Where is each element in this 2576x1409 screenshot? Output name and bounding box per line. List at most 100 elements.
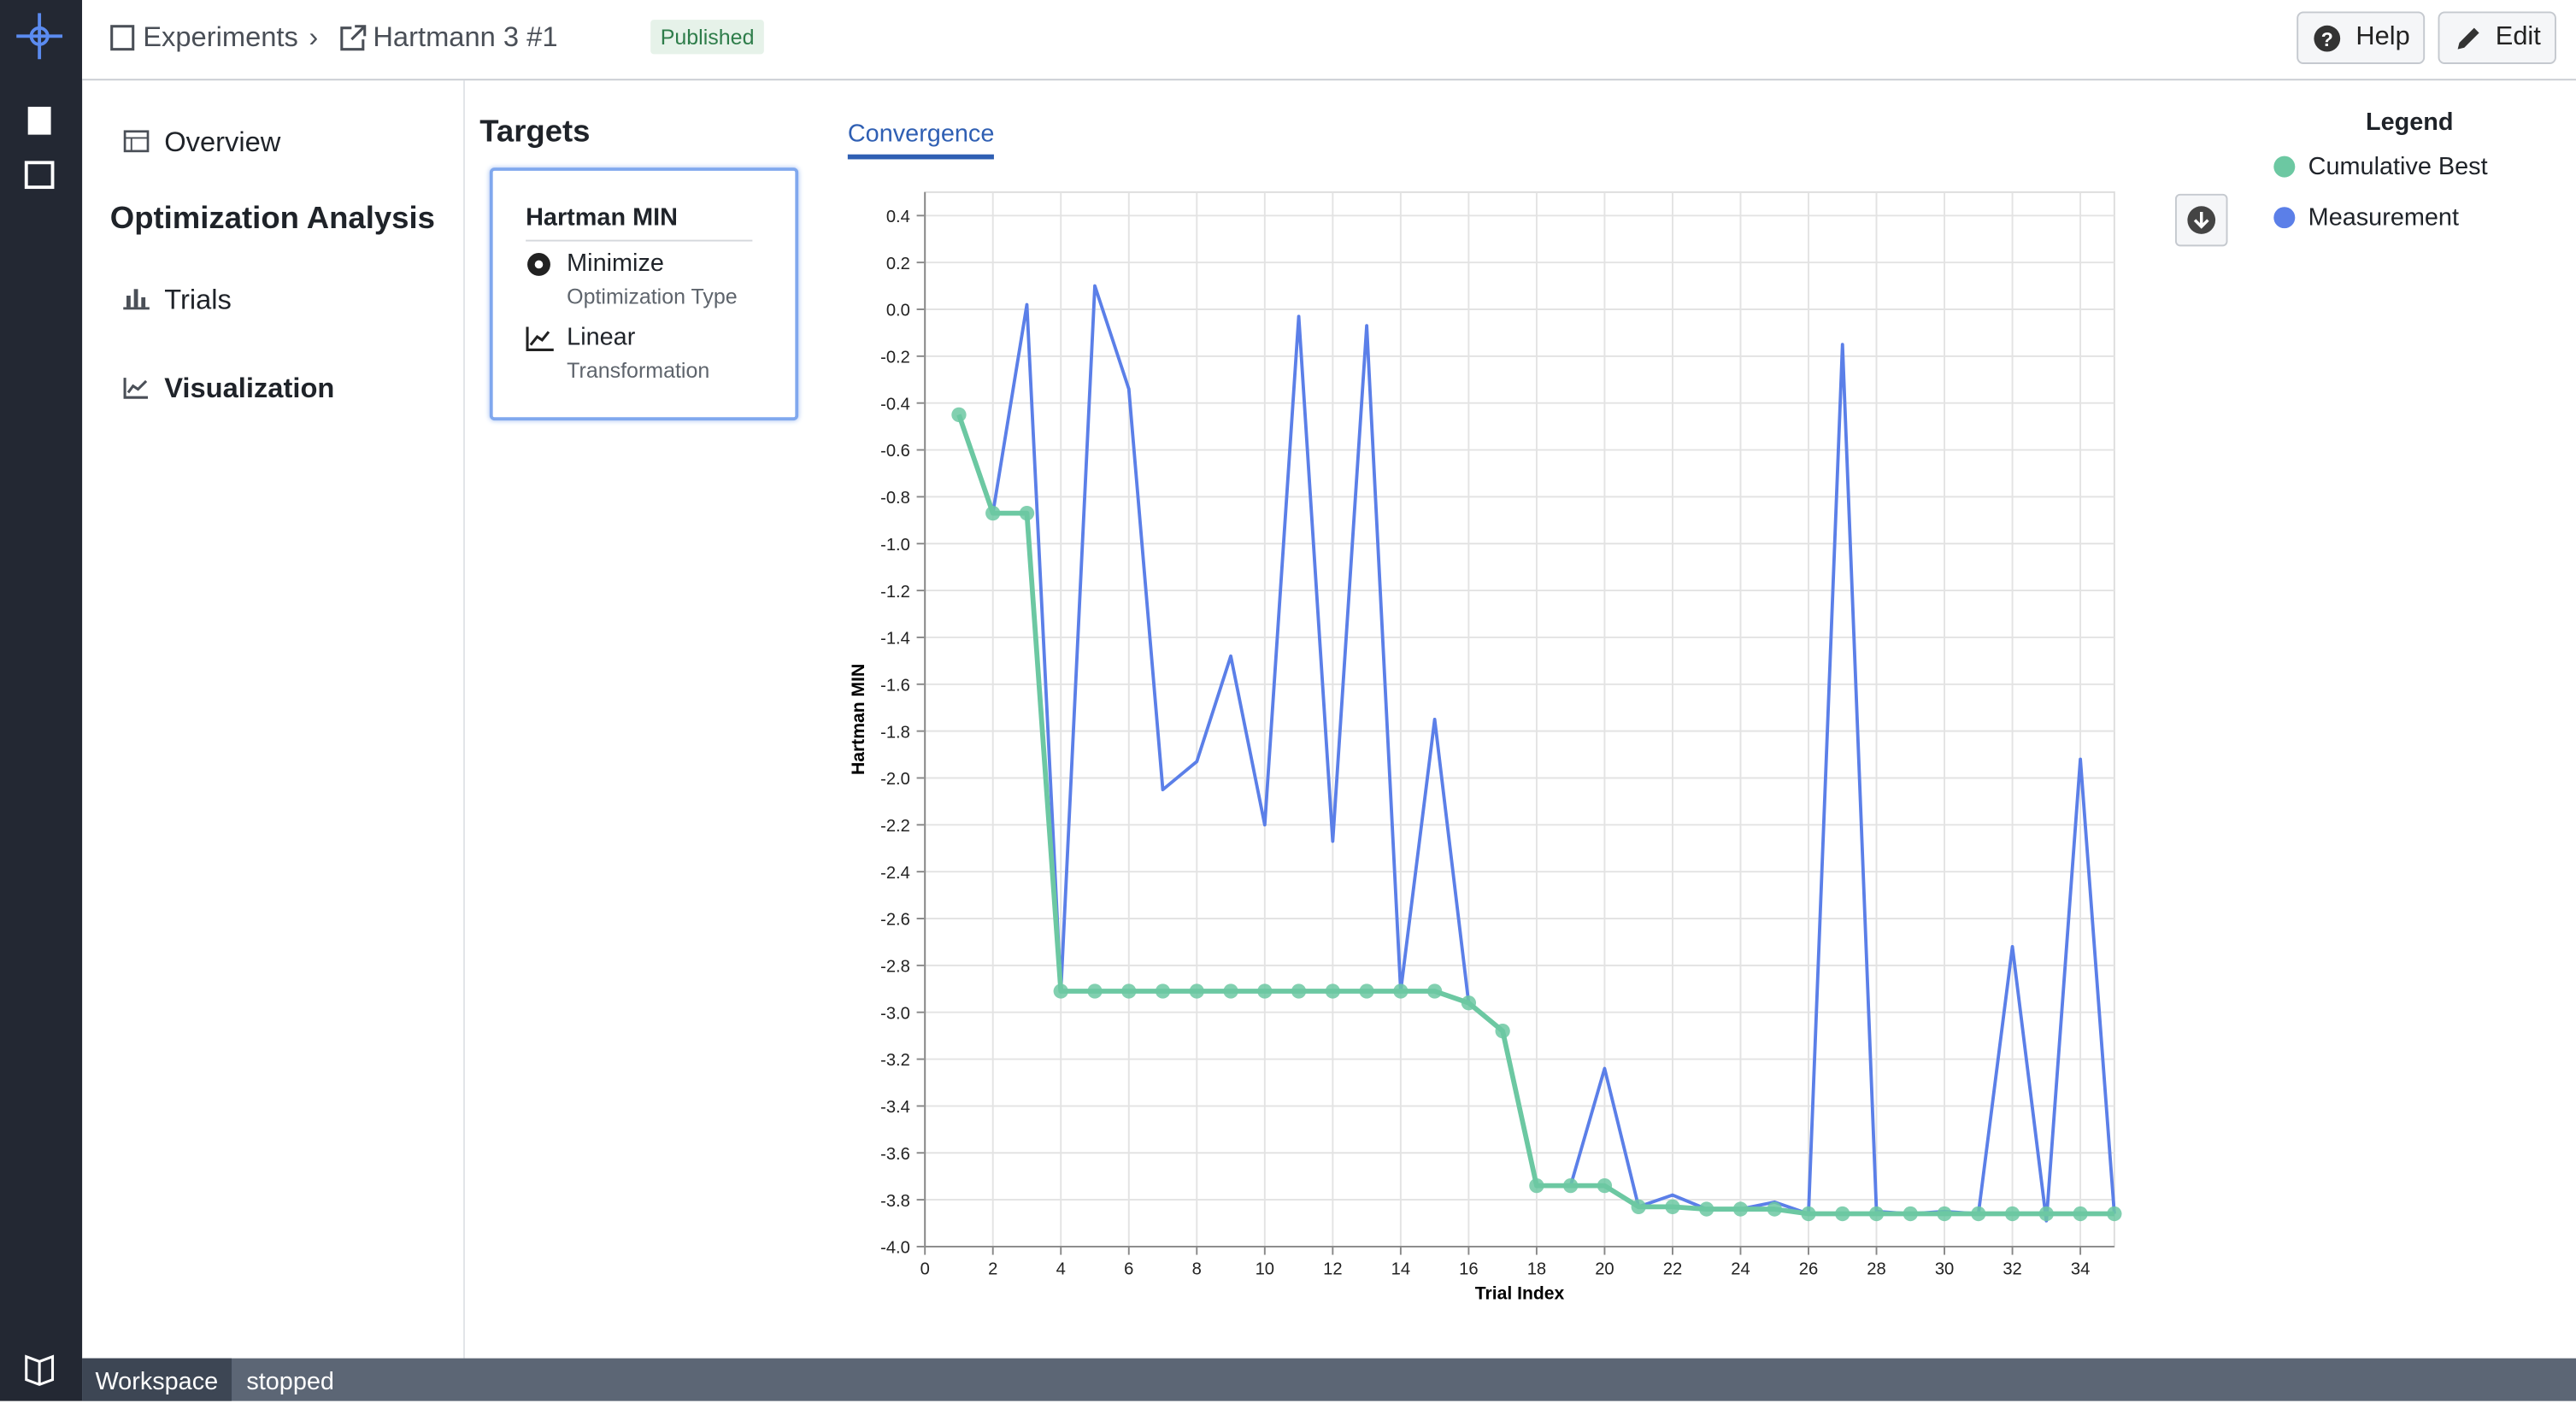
point [1155, 983, 1171, 999]
y-tick-label: -0.2 [880, 349, 910, 367]
x-tick-label: 16 [1459, 1260, 1478, 1279]
point [1223, 983, 1238, 999]
point [1495, 1023, 1510, 1039]
point [1631, 1199, 1646, 1214]
point [985, 505, 1001, 521]
divider [526, 239, 753, 242]
separator: › [309, 21, 319, 53]
point [1868, 1206, 1885, 1222]
y-tick-label: -2.4 [880, 864, 910, 883]
legend-swatch [2273, 156, 2296, 178]
help-button[interactable]: ? Help [2297, 11, 2426, 64]
top-bar: Experiments › Hartmann 3 #1 Published ? … [82, 0, 2576, 81]
x-tick-label: 28 [1867, 1260, 1885, 1279]
x-tick-label: 0 [920, 1260, 930, 1279]
point [1359, 983, 1374, 999]
goal-label: Optimization Type [567, 284, 738, 309]
line-icon [123, 378, 148, 399]
y-tick-label: -0.4 [880, 395, 910, 414]
download-button[interactable] [2174, 193, 2228, 247]
y-tick-label: -3.2 [880, 1051, 910, 1070]
x-tick-label: 4 [1056, 1260, 1066, 1279]
y-tick-label: -0.6 [880, 442, 910, 461]
y-tick-label: -3.8 [880, 1192, 910, 1211]
x-tick-label: 2 [988, 1260, 997, 1279]
point [1257, 983, 1273, 999]
legend-label: Cumulative Best [2308, 152, 2488, 181]
y-tick-label: -3.4 [880, 1098, 910, 1117]
point [2038, 1206, 2054, 1222]
nav-item[interactable]: Overview [164, 126, 281, 158]
x-tick-label: 10 [1256, 1260, 1274, 1279]
button-label: Edit [2495, 22, 2541, 51]
point [1121, 983, 1137, 999]
target-card[interactable]: Hartman MIN Minimize Optimization Type L… [489, 167, 799, 421]
nav-item[interactable]: Visualization [164, 373, 335, 404]
point [1732, 1201, 1749, 1217]
y-tick-label: -3.0 [880, 1004, 910, 1023]
y-tick-label: -0.8 [880, 489, 910, 508]
book-icon [110, 25, 135, 51]
help-icon: ? [2314, 25, 2341, 52]
y-tick-label: 0.2 [886, 255, 910, 273]
x-tick-label: 34 [2071, 1260, 2090, 1279]
point [1971, 1206, 1986, 1222]
point [951, 407, 967, 423]
y-axis-title: Hartman MIN [849, 664, 868, 775]
point [1801, 1206, 1816, 1222]
transform: Linear [567, 323, 636, 352]
x-tick-label: 8 [1192, 1260, 1202, 1279]
x-tick-label: 18 [1527, 1260, 1546, 1279]
point [1767, 1201, 1782, 1217]
y-tick-label: 0.4 [886, 208, 910, 226]
point [1291, 983, 1307, 999]
bar-icon [123, 289, 150, 310]
left-nav: Overview Optimization Analysis Trials Vi… [82, 80, 465, 1359]
edit-icon [2457, 27, 2479, 50]
tab[interactable]: Convergence [847, 120, 995, 160]
workspace-state: stopped [246, 1368, 334, 1396]
x-tick-label: 20 [1595, 1260, 1614, 1279]
point [1461, 995, 1477, 1011]
nav-item[interactable]: Trials [164, 284, 232, 316]
y-tick-label: -1.8 [880, 723, 910, 742]
point [1529, 1177, 1544, 1194]
point [1835, 1206, 1850, 1222]
y-tick-label: -2.2 [880, 817, 910, 836]
target-name: Hartman MIN [526, 203, 678, 232]
x-axis-title: Trial Index [1475, 1283, 1565, 1303]
point [1189, 983, 1204, 999]
point [1903, 1206, 1918, 1222]
breadcrumb[interactable]: Hartmann 3 #1 [373, 21, 558, 53]
point [1563, 1177, 1579, 1194]
y-tick-label: -1.2 [880, 583, 910, 602]
y-tick-label: -3.6 [880, 1145, 910, 1164]
table-icon [123, 130, 150, 153]
legend-label: Measurement [2308, 203, 2459, 232]
point [1053, 983, 1068, 999]
y-tick-label: -1.6 [880, 676, 910, 695]
point [2107, 1206, 2122, 1222]
nav-heading: Optimization Analysis [109, 202, 435, 237]
point [1937, 1206, 1952, 1222]
point [1597, 1177, 1613, 1194]
edit-button[interactable]: Edit [2438, 11, 2556, 64]
y-tick-label: -4.0 [880, 1239, 910, 1258]
point [2073, 1206, 2088, 1222]
legend-swatch [2273, 207, 2296, 229]
link-icon [340, 25, 367, 51]
transform-icon [526, 326, 554, 351]
plot-area [924, 191, 2115, 1248]
point [1019, 505, 1035, 521]
point [1665, 1199, 1680, 1214]
y-tick-label: -2.6 [880, 911, 910, 930]
point [1087, 983, 1103, 999]
download-icon [2187, 206, 2216, 234]
x-tick-label: 12 [1323, 1260, 1342, 1279]
x-tick-label: 14 [1391, 1260, 1410, 1279]
x-tick-label: 26 [1799, 1260, 1818, 1279]
breadcrumb[interactable]: Experiments [143, 21, 298, 53]
